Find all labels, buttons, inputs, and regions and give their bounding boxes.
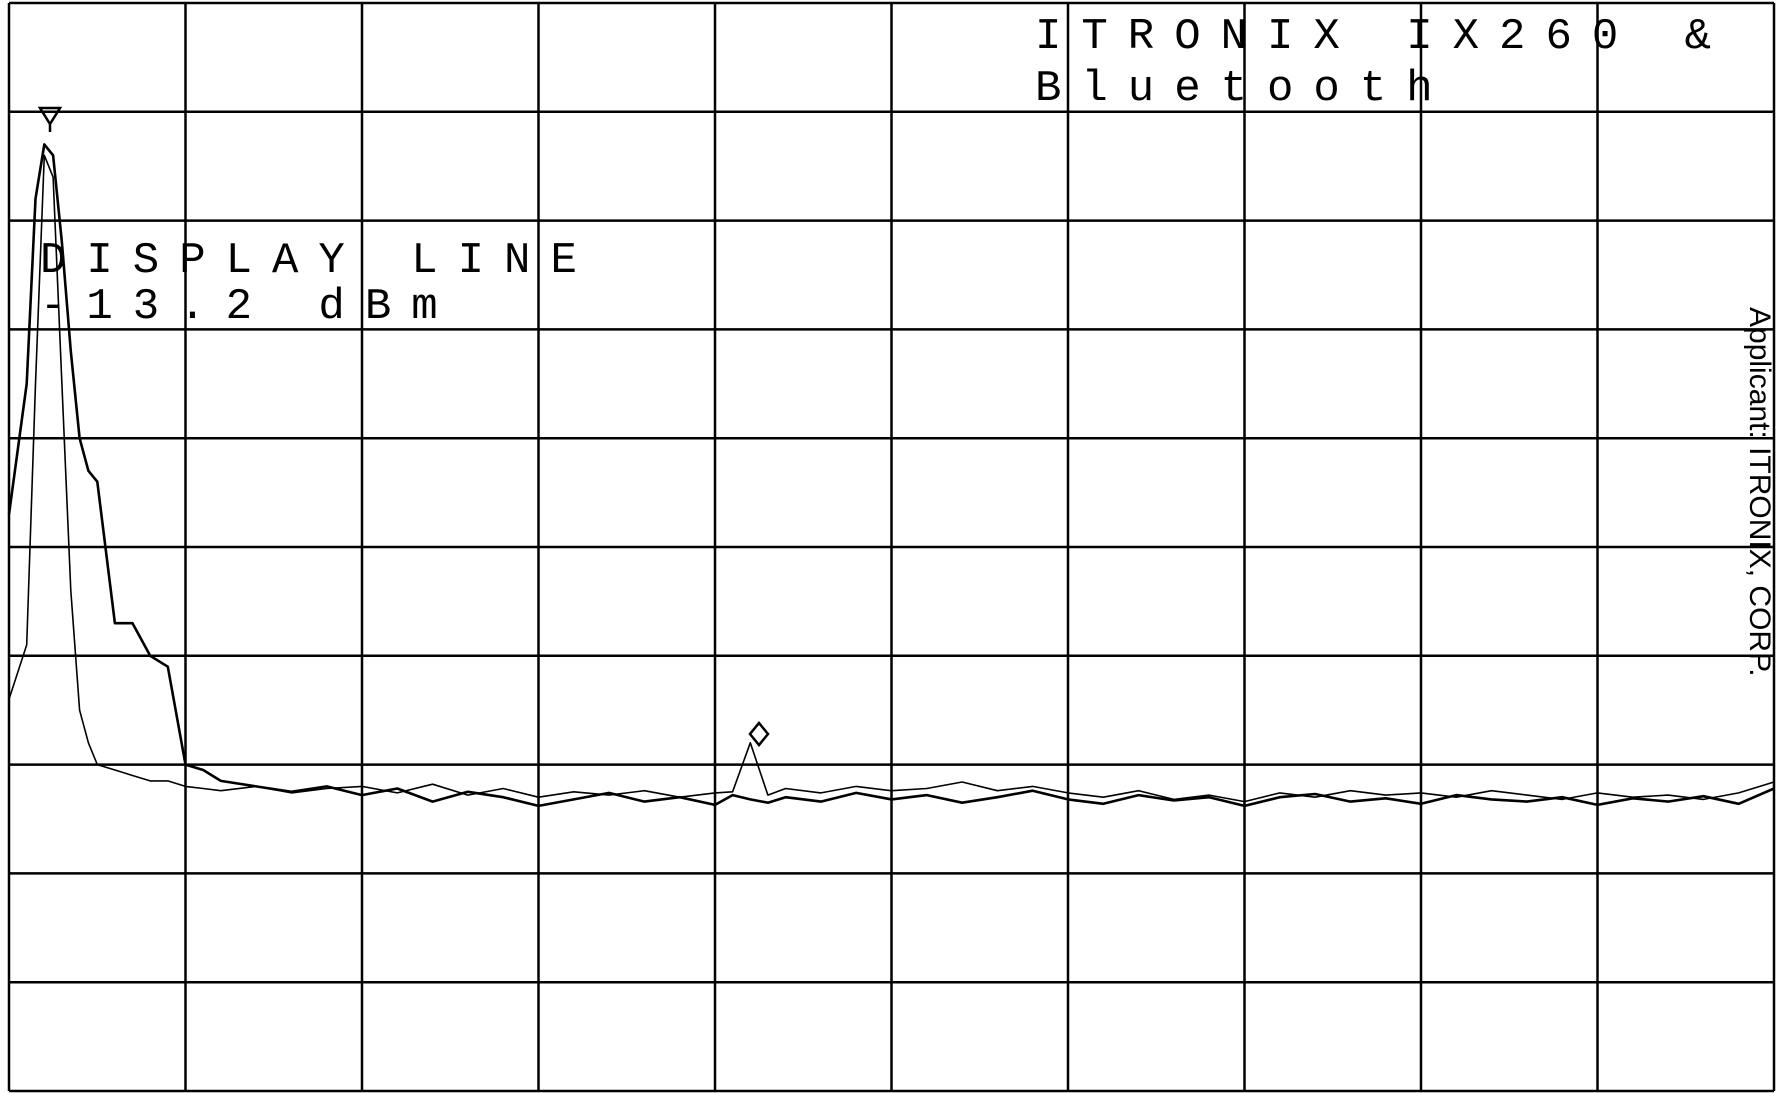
side-note: Applicant: ITRONIX, CORP. bbox=[1743, 307, 1776, 677]
peak-marker bbox=[37, 106, 63, 132]
grid bbox=[7, 1, 1776, 1093]
title-line: Bluetooth bbox=[1035, 64, 1453, 114]
delta-marker bbox=[748, 721, 770, 747]
trace bbox=[8, 154, 1775, 803]
title-line: ITRONIX IX260 & bbox=[1035, 12, 1731, 62]
annotation-line: -13.2 dBm bbox=[40, 282, 458, 332]
annotation-line: DISPLAY LINE bbox=[40, 236, 597, 286]
traces bbox=[7, 143, 1775, 808]
trace bbox=[7, 143, 1775, 808]
